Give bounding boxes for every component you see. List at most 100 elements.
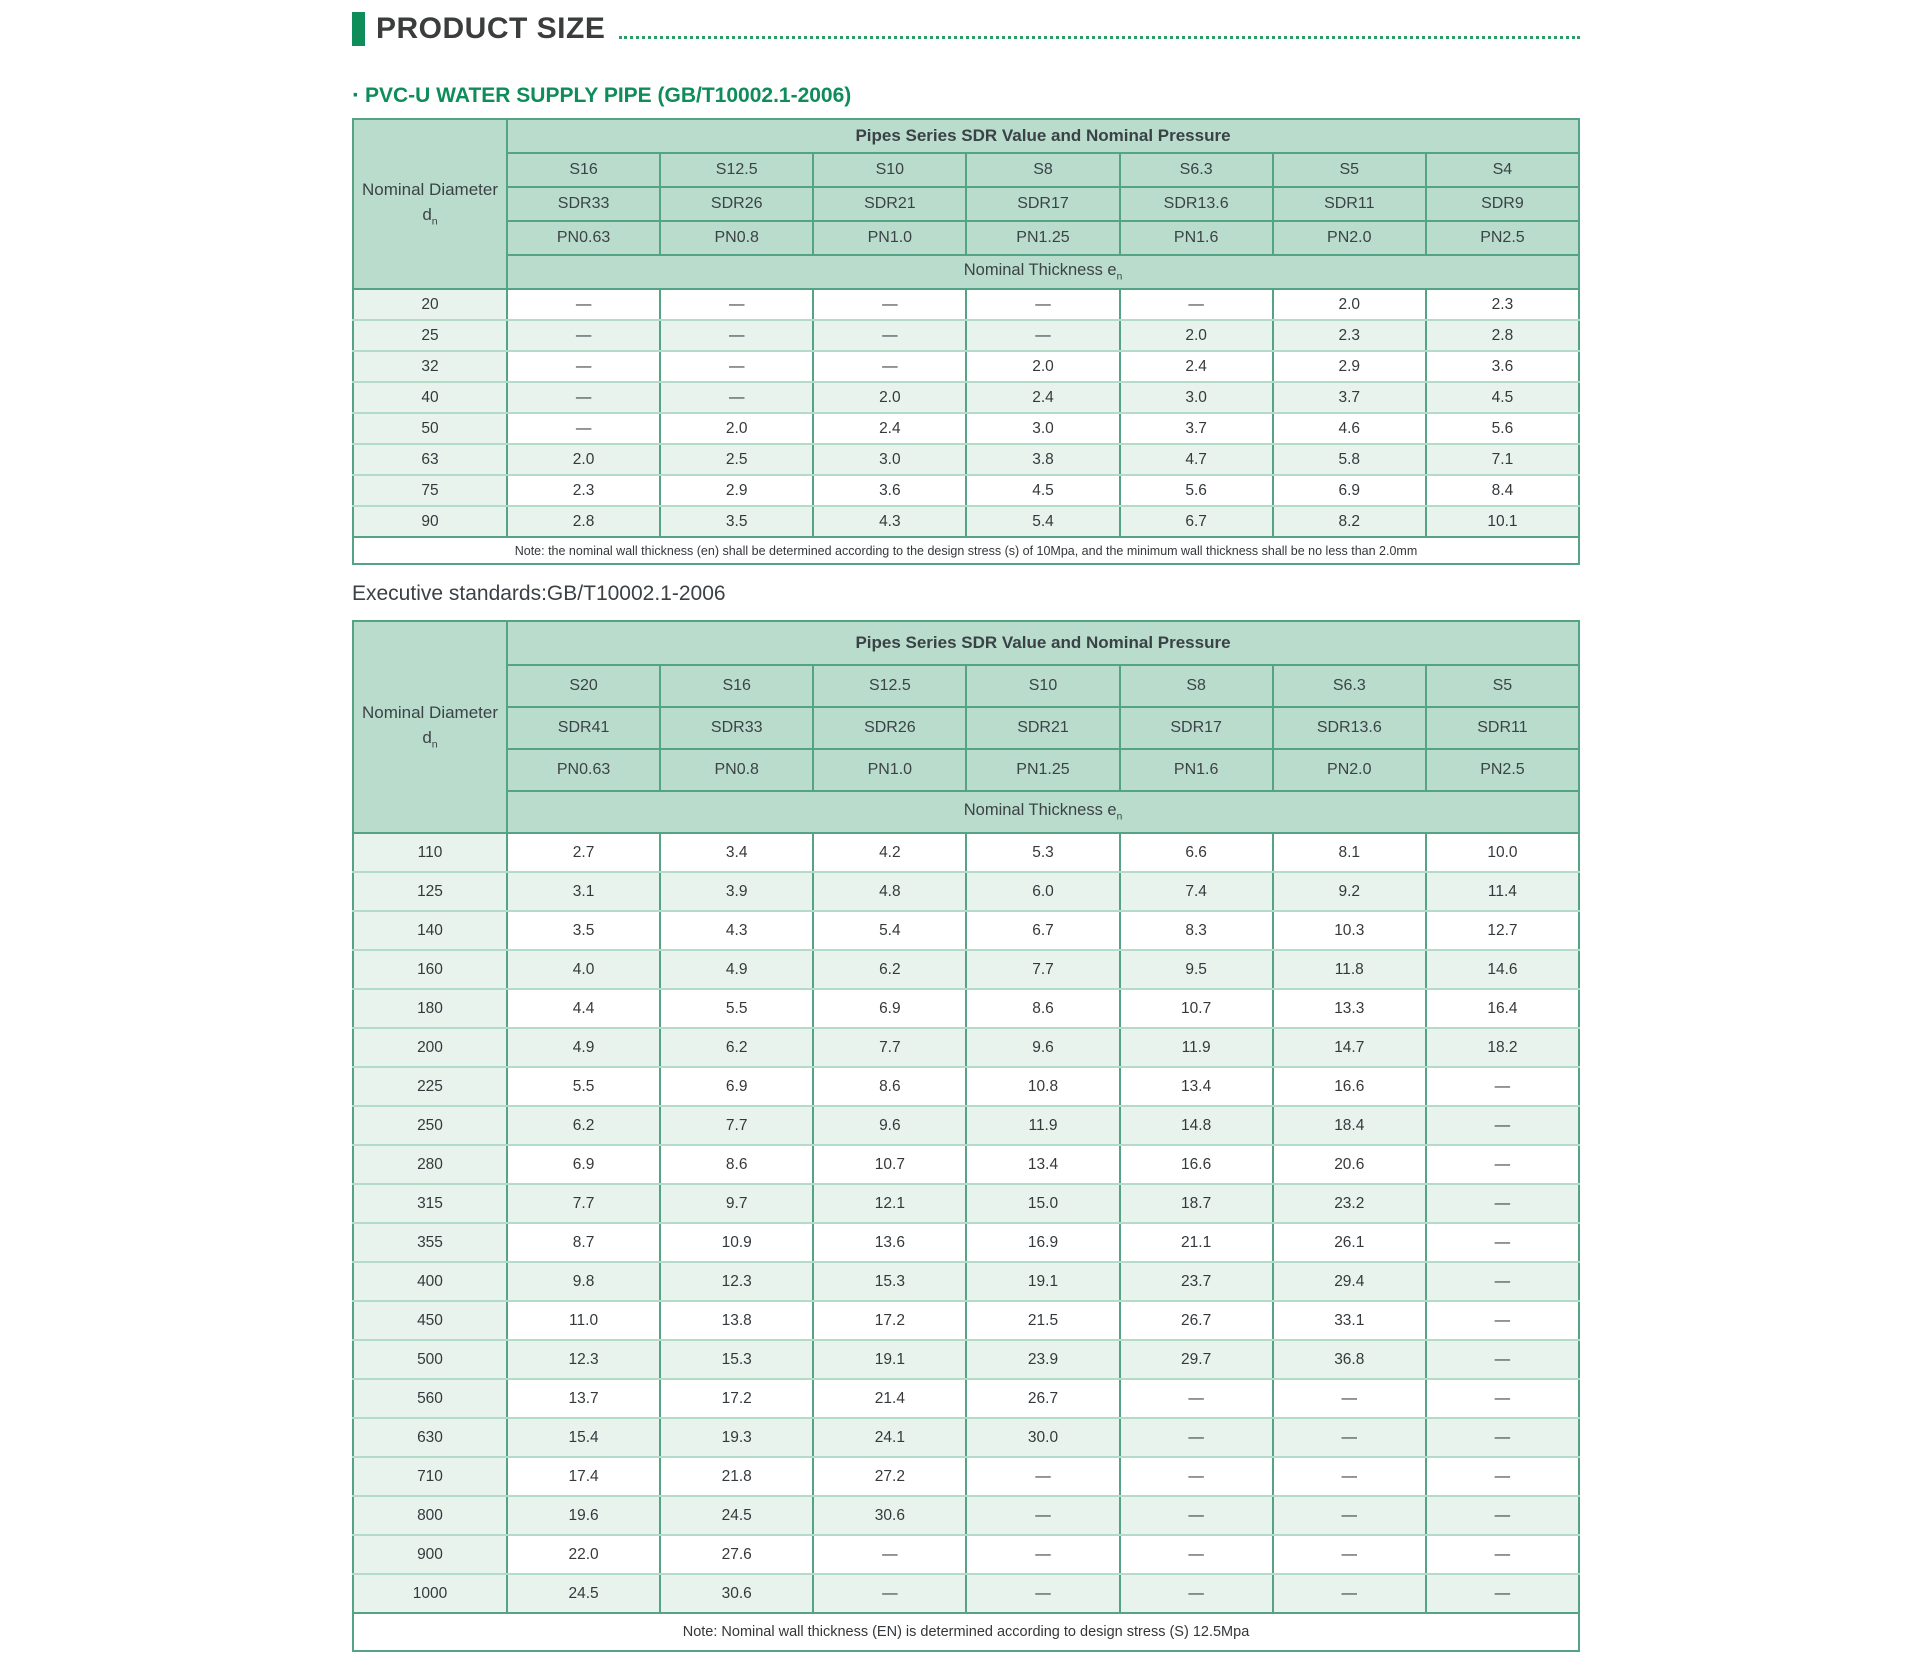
value-cell: — bbox=[1119, 1535, 1274, 1575]
diameter-cell: 355 bbox=[353, 1223, 508, 1263]
value-cell: 23.7 bbox=[1119, 1262, 1274, 1302]
value-cell: 2.3 bbox=[507, 475, 662, 507]
value-cell: 4.2 bbox=[813, 833, 968, 873]
table-row: 900 22.0 27.6— — — — — bbox=[353, 1535, 1581, 1575]
pn-header-cell: PN2.5 bbox=[1425, 221, 1581, 256]
series-header-cell: S6.3 bbox=[1119, 153, 1274, 188]
value-cell: 2.4 bbox=[966, 382, 1121, 414]
value-cell: 29.7 bbox=[1119, 1340, 1274, 1380]
value-cell: 4.6 bbox=[1272, 413, 1427, 445]
value-cell: 21.8 bbox=[660, 1457, 815, 1497]
value-cell: 3.9 bbox=[660, 872, 815, 912]
value-cell: 27.2 bbox=[813, 1457, 968, 1497]
value-cell: — bbox=[507, 382, 662, 414]
value-cell: 21.4 bbox=[813, 1379, 968, 1419]
value-cell: 5.4 bbox=[813, 911, 968, 951]
value-cell: — bbox=[507, 351, 662, 383]
table-row: 355 8.7 10.9 13.6 16.9 21.1 26.1— bbox=[353, 1223, 1581, 1263]
value-cell: 2.9 bbox=[660, 475, 815, 507]
value-cell: 19.3 bbox=[660, 1418, 815, 1458]
table1-body: 20— — — — —2.0 2.3 25— — — —2.0 2.3 2.8 32— — —2.0 2.4 2… bbox=[353, 289, 1581, 538]
diameter-cell: 710 bbox=[353, 1457, 508, 1497]
thickness-header-row: Nominal Thickness en bbox=[353, 791, 1580, 834]
diameter-cell: 125 bbox=[353, 872, 508, 912]
table-row: 200 4.9 6.2 7.7 9.6 11.9 14.7 18.2 bbox=[353, 1028, 1581, 1068]
value-cell: 16.9 bbox=[966, 1223, 1121, 1263]
pvc-pipe-size-table-large-diameters: Nominal Diameter dn Pipes Series SDR Val… bbox=[352, 620, 1581, 1652]
value-cell: 4.3 bbox=[813, 506, 968, 538]
value-cell: — bbox=[813, 320, 968, 352]
table-row: 315 7.7 9.7 12.1 15.0 18.7 23.2— bbox=[353, 1184, 1581, 1224]
value-cell: — bbox=[1425, 1145, 1581, 1185]
diameter-cell: 900 bbox=[353, 1535, 508, 1575]
diameter-cell: 180 bbox=[353, 989, 508, 1029]
pn-header-cell: PN0.8 bbox=[660, 221, 815, 256]
diameter-cell: 450 bbox=[353, 1301, 508, 1341]
value-cell: 4.7 bbox=[1119, 444, 1274, 476]
value-cell: — bbox=[1425, 1457, 1581, 1497]
value-cell: 7.7 bbox=[507, 1184, 662, 1224]
diameter-cell: 225 bbox=[353, 1067, 508, 1107]
series-header-cell: S12.5 bbox=[660, 153, 815, 188]
table-row: 75 2.3 2.9 3.6 4.5 5.6 6.9 8.4 bbox=[353, 475, 1581, 507]
value-cell: — bbox=[1272, 1496, 1427, 1536]
sdr-header-cell: SDR26 bbox=[813, 707, 968, 750]
thickness-header-cell: Nominal Thickness en bbox=[507, 791, 1580, 834]
value-cell: — bbox=[813, 1574, 968, 1614]
value-cell: 2.3 bbox=[1272, 320, 1427, 352]
table-row: 160 4.0 4.9 6.2 7.7 9.5 11.8 14.6 bbox=[353, 950, 1581, 990]
table2-note-section: Note: Nominal wall thickness (EN) is det… bbox=[353, 1613, 1579, 1651]
value-cell: 20.6 bbox=[1272, 1145, 1427, 1185]
value-cell: — bbox=[1272, 1457, 1427, 1497]
value-cell: — bbox=[1119, 1379, 1274, 1419]
value-cell: — bbox=[1425, 1223, 1581, 1263]
table-row: 63 2.0 2.5 3.0 3.8 4.7 5.8 7.1 bbox=[353, 444, 1581, 476]
sdr-header-cell: SDR26 bbox=[660, 187, 815, 222]
diameter-cell: 25 bbox=[353, 320, 508, 352]
sdr-header-cell: SDR11 bbox=[1425, 707, 1581, 750]
value-cell: — bbox=[1425, 1379, 1581, 1419]
value-cell: 8.1 bbox=[1272, 833, 1427, 873]
series-header-cell: S4 bbox=[1425, 153, 1581, 188]
value-cell: — bbox=[1425, 1301, 1581, 1341]
value-cell: 13.3 bbox=[1272, 989, 1427, 1029]
value-cell: 24.5 bbox=[660, 1496, 815, 1536]
value-cell: 7.1 bbox=[1425, 444, 1581, 476]
value-cell: 18.2 bbox=[1425, 1028, 1581, 1068]
table2-header: Nominal Diameter dn Pipes Series SDR Val… bbox=[353, 621, 1581, 834]
value-cell: 5.5 bbox=[507, 1067, 662, 1107]
value-cell: — bbox=[1272, 1418, 1427, 1458]
diameter-cell: 20 bbox=[353, 289, 508, 321]
table-row: 250 6.2 7.7 9.6 11.9 14.8 18.4— bbox=[353, 1106, 1581, 1146]
pn-header-cell: PN1.0 bbox=[813, 221, 968, 256]
value-cell: 11.4 bbox=[1425, 872, 1581, 912]
pn-header-cell: PN2.0 bbox=[1272, 221, 1427, 256]
value-cell: 8.3 bbox=[1119, 911, 1274, 951]
table-row: 225 5.5 6.9 8.6 10.8 13.4 16.6— bbox=[353, 1067, 1581, 1107]
sdr-header-cell: SDR33 bbox=[660, 707, 815, 750]
table-row: 180 4.4 5.5 6.9 8.6 10.7 13.3 16.4 bbox=[353, 989, 1581, 1029]
value-cell: 5.5 bbox=[660, 989, 815, 1029]
value-cell: 5.8 bbox=[1272, 444, 1427, 476]
diameter-cell: 40 bbox=[353, 382, 508, 414]
sdr-header-cell: SDR17 bbox=[966, 187, 1121, 222]
value-cell: — bbox=[813, 1535, 968, 1575]
table1-header: Nominal Diameter dn Pipes Series SDR Val… bbox=[353, 119, 1581, 290]
value-cell: — bbox=[1425, 1574, 1581, 1614]
value-cell: 7.4 bbox=[1119, 872, 1274, 912]
value-cell: 22.0 bbox=[507, 1535, 662, 1575]
value-cell: 11.9 bbox=[966, 1106, 1121, 1146]
value-cell: 2.7 bbox=[507, 833, 662, 873]
value-cell: 5.6 bbox=[1425, 413, 1581, 445]
value-cell: — bbox=[1119, 1418, 1274, 1458]
table-row: 800 19.6 24.5 30.6— — — — bbox=[353, 1496, 1581, 1536]
series-header-cell: S6.3 bbox=[1272, 665, 1427, 708]
note-row: Note: the nominal wall thickness (en) sh… bbox=[353, 537, 1579, 564]
series-header-cell: S8 bbox=[966, 153, 1121, 188]
group-header-row: Nominal Diameter dn Pipes Series SDR Val… bbox=[353, 621, 1580, 834]
value-cell: 10.9 bbox=[660, 1223, 815, 1263]
corner-header-cell: Nominal Diameter dn bbox=[353, 621, 508, 834]
table2-note: Note: Nominal wall thickness (EN) is det… bbox=[353, 1613, 1579, 1651]
diameter-cell: 250 bbox=[353, 1106, 508, 1146]
